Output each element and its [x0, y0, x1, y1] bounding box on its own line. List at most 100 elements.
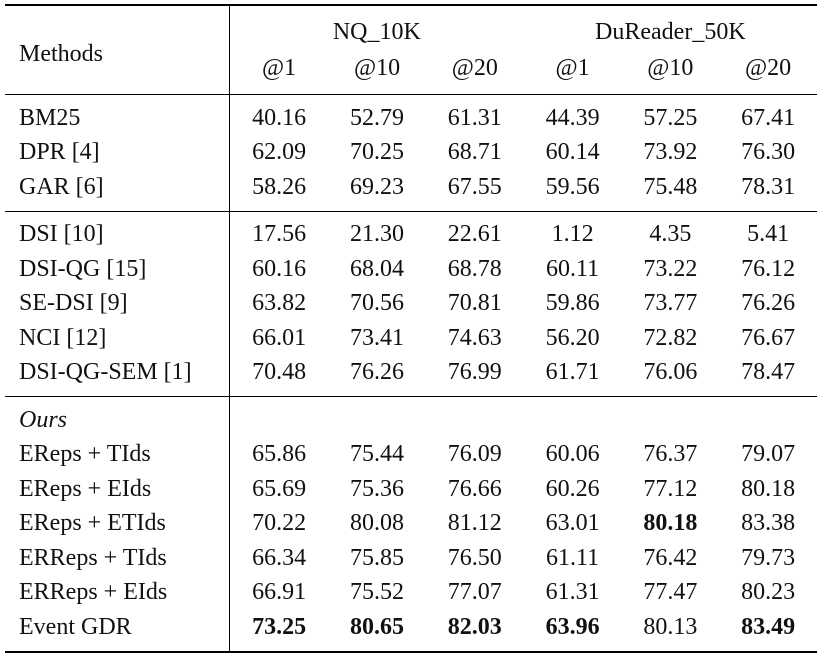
score-cell: 76.66 — [447, 475, 502, 502]
empty-cell — [523, 396, 622, 438]
score-cell: 79.73 — [741, 544, 796, 571]
score-cell: 70.22 — [252, 510, 307, 537]
score-cell: 65.69 — [252, 475, 307, 502]
k-header: @1 — [262, 54, 297, 81]
score-cell: 58.26 — [252, 173, 307, 200]
score-cell: 75.52 — [350, 579, 405, 606]
score-cell: 76.99 — [447, 359, 502, 386]
score-cell: 70.48 — [252, 359, 307, 386]
method-name: DPR [4] — [5, 135, 230, 170]
score-cell: 75.85 — [350, 544, 405, 571]
score-cell: 67.55 — [447, 173, 502, 200]
score-cell: 22.61 — [425, 210, 524, 252]
empty-cell — [425, 396, 524, 438]
score-cell: 76.37 — [643, 441, 698, 468]
score-cell: 80.18 — [643, 510, 698, 537]
table-row: Event GDR 73.25 80.65 82.03 63.96 80.13 83.49 — [5, 610, 817, 653]
score-cell: 75.48 — [643, 173, 698, 200]
score-cell: 76.50 — [447, 544, 502, 571]
score-cell: 59.56 — [545, 173, 600, 200]
score-cell: 81.12 — [447, 510, 502, 537]
score-cell: 75.36 — [350, 475, 405, 502]
empty-cell — [621, 396, 720, 438]
score-cell: 61.71 — [545, 359, 600, 386]
score-cell: 73.92 — [643, 139, 698, 166]
group-header-nq: NQ_10K — [229, 4, 524, 50]
score-cell: 1.12 — [523, 210, 622, 252]
k-header: @10 — [647, 54, 694, 81]
score-cell: 66.91 — [252, 579, 307, 606]
score-cell: 60.26 — [545, 475, 600, 502]
k-header: @10 — [353, 54, 401, 81]
score-cell: 59.86 — [545, 290, 600, 317]
table-row: SE-DSI [9] 63.82 70.56 70.81 59.86 73.77 76.26 — [5, 286, 817, 321]
score-cell: 79.07 — [741, 441, 796, 468]
method-name: BM25 — [5, 94, 230, 136]
k-header: @20 — [451, 54, 498, 81]
score-cell: 76.06 — [643, 359, 698, 386]
method-name: ERReps + EIds — [5, 575, 230, 610]
score-cell: 70.25 — [350, 139, 405, 166]
score-cell: 80.65 — [328, 610, 426, 653]
score-cell: 56.20 — [545, 324, 600, 351]
score-cell: 82.03 — [425, 610, 524, 653]
methods-header: Methods — [5, 4, 230, 95]
score-cell: 73.25 — [229, 610, 329, 653]
score-cell: 68.04 — [350, 255, 405, 282]
empty-cell — [328, 396, 426, 438]
score-cell: 72.82 — [643, 324, 698, 351]
score-cell: 83.38 — [741, 510, 796, 537]
header-row-groups: Methods NQ_10K DuReader_50K — [5, 4, 817, 95]
score-cell: 62.09 — [252, 139, 307, 166]
table-row: ERReps + EIds 66.91 75.52 77.07 61.31 77.47 80… — [5, 575, 817, 610]
score-cell: 5.41 — [719, 210, 817, 252]
score-cell: 70.81 — [447, 290, 502, 317]
score-cell: 60.11 — [546, 255, 600, 282]
score-cell: 74.63 — [447, 324, 502, 351]
score-cell: 44.39 — [523, 94, 622, 136]
score-cell: 61.11 — [546, 544, 600, 571]
score-cell: 76.67 — [741, 324, 796, 351]
score-cell: 76.30 — [741, 139, 796, 166]
score-cell: 75.44 — [350, 441, 405, 468]
method-name: DSI-QG-SEM [1] — [5, 355, 230, 397]
score-cell: 61.31 — [545, 579, 600, 606]
score-cell: 66.01 — [252, 324, 307, 351]
section-label: Ours — [5, 396, 230, 438]
results-body: BM25 40.16 52.79 61.31 44.39 57.25 67.41 DPR [4… — [5, 94, 817, 653]
score-cell: 73.77 — [643, 290, 698, 317]
method-name: EReps + ETIds — [5, 506, 230, 541]
score-cell: 80.13 — [621, 610, 720, 653]
score-cell: 68.71 — [447, 139, 502, 166]
score-cell: 78.31 — [741, 173, 796, 200]
results-table-container: Methods NQ_10K DuReader_50K @1 @10 @20 @… — [5, 4, 817, 653]
score-cell: 57.25 — [621, 94, 720, 136]
empty-cell — [719, 396, 817, 438]
score-cell: 67.41 — [719, 94, 817, 136]
table-row: DSI-QG [15] 60.16 68.04 68.78 60.11 73.22 76.1… — [5, 252, 817, 287]
method-name: EReps + TIds — [5, 437, 230, 472]
score-cell: 76.26 — [350, 359, 405, 386]
method-name: EReps + EIds — [5, 472, 230, 507]
table-row: GAR [6] 58.26 69.23 67.55 59.56 75.48 78.31 — [5, 170, 817, 211]
method-name: DSI [10] — [5, 210, 230, 252]
section-label-row: Ours — [5, 396, 817, 438]
table-row: BM25 40.16 52.79 61.31 44.39 57.25 67.41 — [5, 94, 817, 136]
score-cell: 80.08 — [350, 510, 405, 537]
score-cell: 61.31 — [425, 94, 524, 136]
table-row: EReps + ETIds 70.22 80.08 81.12 63.01 80.18 83… — [5, 506, 817, 541]
score-cell: 73.41 — [350, 324, 405, 351]
k-header: @1 — [555, 54, 590, 81]
score-cell: 21.30 — [328, 210, 426, 252]
score-cell: 77.07 — [447, 579, 502, 606]
method-name: DSI-QG [15] — [5, 252, 230, 287]
results-table: Methods NQ_10K DuReader_50K @1 @10 @20 @… — [5, 4, 817, 653]
method-name: Event GDR — [5, 610, 230, 653]
score-cell: 76.26 — [741, 290, 796, 317]
score-cell: 65.86 — [252, 441, 307, 468]
score-cell: 76.09 — [447, 441, 502, 468]
group-header-dureader: DuReader_50K — [523, 4, 817, 50]
score-cell: 83.49 — [719, 610, 817, 653]
score-cell: 60.16 — [252, 255, 307, 282]
score-cell: 60.14 — [545, 139, 600, 166]
